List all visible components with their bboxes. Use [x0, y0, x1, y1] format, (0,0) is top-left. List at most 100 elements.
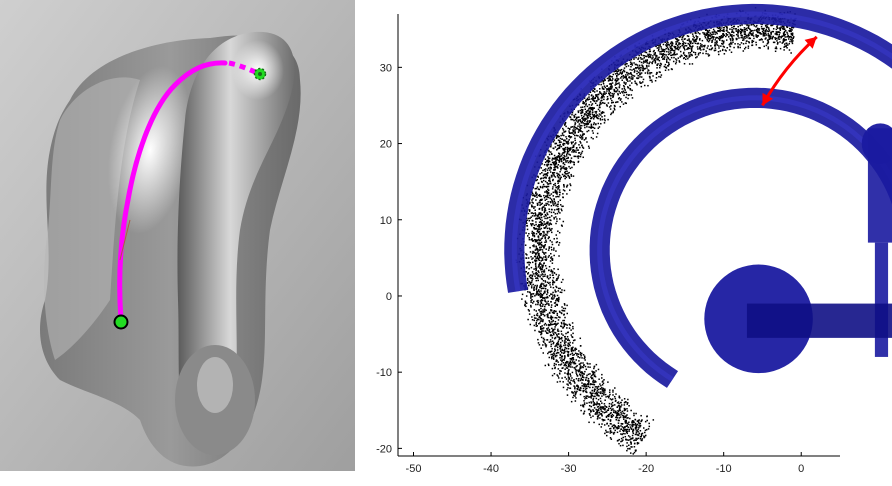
- data-point: [529, 261, 532, 264]
- data-point: [545, 198, 548, 201]
- data-point: [542, 270, 545, 272]
- data-point: [618, 402, 620, 405]
- data-point: [562, 220, 565, 223]
- data-point: [603, 393, 605, 395]
- data-point: [623, 86, 626, 88]
- data-point: [525, 305, 527, 308]
- data-point: [532, 273, 535, 275]
- data-point: [631, 89, 633, 92]
- data-point: [704, 35, 706, 37]
- data-point: [603, 122, 606, 124]
- data-point: [547, 157, 550, 160]
- data-point: [537, 248, 539, 251]
- data-point: [631, 446, 633, 448]
- data-point: [615, 410, 617, 413]
- data-point: [595, 112, 597, 114]
- data-point: [535, 287, 538, 289]
- data-point: [562, 352, 565, 355]
- data-point: [608, 405, 611, 408]
- data-point: [530, 285, 533, 287]
- data-point: [566, 312, 568, 315]
- data-point: [592, 99, 595, 102]
- data-point: [552, 169, 555, 171]
- data-point: [645, 60, 648, 62]
- data-point: [553, 364, 555, 367]
- data-point: [711, 40, 714, 42]
- data-point: [618, 395, 621, 397]
- data-point: [726, 30, 728, 32]
- data-point: [585, 123, 587, 126]
- data-point: [529, 246, 531, 249]
- data-point: [626, 428, 629, 431]
- data-point: [572, 392, 575, 394]
- data-point: [571, 357, 573, 360]
- data-point: [544, 330, 547, 332]
- data-point: [534, 240, 537, 243]
- data-point: [562, 310, 564, 312]
- data-point: [572, 133, 575, 135]
- data-point: [551, 330, 553, 333]
- data-point: [568, 377, 571, 380]
- data-point: [544, 168, 547, 170]
- data-point: [633, 62, 635, 64]
- data-point: [559, 353, 562, 356]
- data-point: [766, 39, 769, 41]
- data-point: [611, 425, 613, 428]
- data-point: [662, 48, 664, 51]
- data-point: [586, 130, 588, 133]
- data-point: [663, 58, 666, 60]
- data-point: [550, 229, 552, 232]
- data-point: [699, 46, 701, 48]
- data-point: [550, 145, 552, 148]
- data-point: [656, 64, 658, 66]
- data-point: [593, 91, 596, 93]
- data-point: [615, 416, 618, 419]
- data-point: [574, 362, 577, 365]
- data-point: [585, 122, 587, 125]
- data-point: [536, 318, 539, 320]
- data-point: [623, 81, 625, 83]
- data-point: [710, 37, 712, 40]
- data-point: [638, 425, 640, 427]
- data-point: [778, 27, 781, 29]
- data-point: [564, 376, 566, 379]
- data-point: [663, 48, 665, 51]
- data-point: [624, 429, 626, 431]
- data-point: [790, 40, 793, 42]
- data-point: [709, 32, 712, 34]
- data-point: [538, 249, 540, 252]
- data-point: [771, 30, 774, 33]
- data-point: [562, 386, 565, 389]
- data-point: [674, 53, 677, 56]
- data-point: [540, 328, 542, 331]
- data-point: [541, 282, 543, 285]
- data-point: [549, 276, 551, 279]
- data-point: [559, 178, 561, 181]
- data-point: [776, 43, 779, 45]
- data-point: [536, 193, 538, 195]
- data-point: [540, 314, 542, 316]
- data-point: [551, 357, 553, 360]
- data-point: [555, 323, 557, 326]
- data-point: [562, 189, 565, 191]
- data-point: [569, 116, 572, 119]
- data-point: [601, 418, 604, 421]
- data-point: [581, 106, 584, 108]
- data-point: [688, 63, 691, 65]
- data-point: [579, 137, 582, 139]
- data-point: [611, 401, 614, 404]
- data-point: [592, 137, 594, 140]
- data-point: [743, 48, 746, 50]
- data-point: [538, 221, 541, 223]
- data-point: [598, 423, 601, 426]
- data-point: [619, 416, 622, 418]
- data-point: [639, 422, 642, 425]
- data-point: [731, 34, 733, 36]
- data-point: [547, 313, 549, 315]
- data-point: [607, 418, 610, 421]
- data-point: [554, 366, 556, 369]
- data-point: [532, 234, 534, 237]
- data-point: [723, 34, 725, 37]
- data-point: [674, 37, 677, 40]
- data-point: [730, 35, 733, 37]
